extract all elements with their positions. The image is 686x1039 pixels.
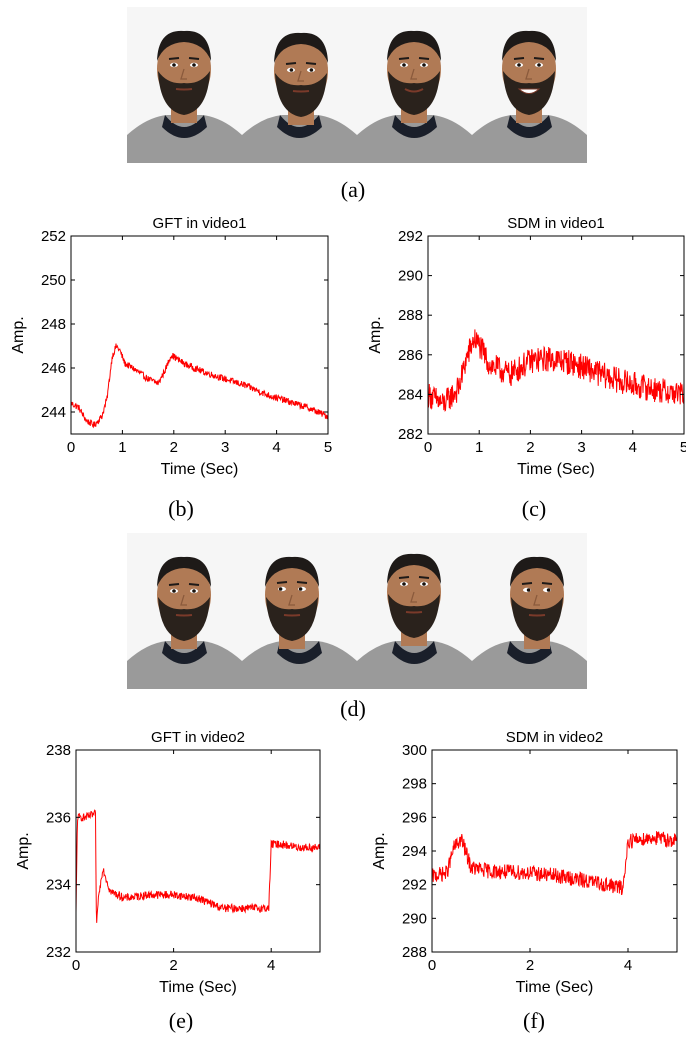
chart-b-svg: 0 1 2 3 4 5 244 246 248 250 252 GFT in video1 Time (… xyxy=(10,215,332,478)
chart-title-b: GFT in video1 xyxy=(153,215,247,232)
y-tick-label: 290 xyxy=(398,268,423,285)
y-axis-label-f: Amp. xyxy=(371,832,388,869)
y-tick-label: 288 xyxy=(402,944,427,961)
x-tick-label: 3 xyxy=(577,439,585,456)
axes-box-e xyxy=(75,749,321,953)
x-axis-label-e: Time (Sec) xyxy=(159,979,237,996)
y-axis-label-b: Amp. xyxy=(10,316,27,353)
y-tick-label: 300 xyxy=(402,742,427,759)
x-tick-label: 2 xyxy=(170,439,178,456)
y-tick-label: 292 xyxy=(398,228,423,245)
face-photo-2-4 xyxy=(472,533,587,689)
chart-c-svg: 0 1 2 3 4 5 282 284 286 288 290 292 SDM in video1 Tim… xyxy=(367,215,686,478)
y-axis-label-c: Amp. xyxy=(367,316,384,353)
y-tick-label: 238 xyxy=(46,742,71,759)
face-slight-smile xyxy=(357,7,472,163)
axes-box-f xyxy=(431,749,678,953)
y-axis-label-e: Amp. xyxy=(15,832,32,869)
y-tick-label: 282 xyxy=(398,426,423,443)
x-tick-label: 2 xyxy=(169,957,177,974)
x-tick-label: 0 xyxy=(428,957,436,974)
x-tick-label: 4 xyxy=(272,439,280,456)
x-tick-label: 5 xyxy=(324,439,332,456)
x-tick-label: 1 xyxy=(118,439,126,456)
y-tick-label: 294 xyxy=(402,843,427,860)
face-looking-down xyxy=(242,7,357,163)
face-photo-1-2 xyxy=(242,7,357,163)
face-photo-1-1 xyxy=(127,7,242,163)
series-line-b xyxy=(70,343,329,429)
face-photo-1-4 xyxy=(472,7,587,163)
x-tick-label: 4 xyxy=(267,957,275,974)
y-tick-label: 288 xyxy=(398,307,423,324)
y-tick-label: 248 xyxy=(41,316,66,333)
caption-e: (e) xyxy=(168,1008,194,1033)
x-tick-label: 4 xyxy=(624,957,632,974)
caption-b: (b) xyxy=(168,496,194,521)
face-frontal-neutral xyxy=(127,7,242,163)
y-tick-label: 292 xyxy=(402,877,427,894)
y-tick-label: 250 xyxy=(41,272,66,289)
y-tick-label: 298 xyxy=(402,776,427,793)
caption-a: (a) xyxy=(340,177,366,202)
series-line-e xyxy=(75,809,321,923)
x-tick-label: 2 xyxy=(526,957,534,974)
face-photo-2-2 xyxy=(242,533,357,689)
y-tick-label: 234 xyxy=(46,877,71,894)
x-tick-label: 2 xyxy=(526,439,534,456)
chart-title-f: SDM in video2 xyxy=(506,729,604,746)
y-tick-label: 296 xyxy=(402,809,427,826)
plot-b: 0 1 2 3 4 5 244 246 248 250 252 GFT in video1 Time (… xyxy=(0,208,343,498)
y-tick-label: 252 xyxy=(41,228,66,245)
face-photo-2-3 xyxy=(357,533,472,689)
x-tick-label: 5 xyxy=(680,439,686,456)
plot-e: 0 2 4 232 234 236 238 GFT in video2 Time (Sec) Am… xyxy=(0,724,343,1006)
x-tick-label: 3 xyxy=(221,439,229,456)
series-line-c xyxy=(427,329,685,412)
x-axis-label-c: Time (Sec) xyxy=(517,461,595,478)
caption-c: (c) xyxy=(521,496,547,521)
x-tick-label: 4 xyxy=(629,439,637,456)
series-line-f xyxy=(431,831,678,896)
x-tick-label: 1 xyxy=(475,439,483,456)
caption-d: (d) xyxy=(340,696,366,721)
face-photo-2-1 xyxy=(127,533,242,689)
plot-f: 0 2 4 288 290 292 294 296 298 300 SDM in video2 Tim… xyxy=(343,724,686,1006)
plot-c: 0 1 2 3 4 5 282 284 286 288 290 292 SDM in video1 Tim… xyxy=(343,208,686,498)
x-tick-label: 0 xyxy=(72,957,80,974)
face-looking-up xyxy=(357,533,472,689)
y-tick-label: 236 xyxy=(46,809,71,826)
face-photo-1-3 xyxy=(357,7,472,163)
face-turn-right xyxy=(472,533,587,689)
chart-title-c: SDM in video1 xyxy=(507,215,605,232)
y-tick-label: 244 xyxy=(41,404,66,421)
y-tick-label: 290 xyxy=(402,910,427,927)
face-frontal xyxy=(127,533,242,689)
x-tick-label: 0 xyxy=(67,439,75,456)
axes-box-b xyxy=(70,235,329,435)
chart-f-svg: 0 2 4 288 290 292 294 296 298 300 SDM in video2 Tim… xyxy=(371,729,678,996)
chart-e-svg: 0 2 4 232 234 236 238 GFT in video2 Time (Sec) Am… xyxy=(15,729,321,996)
y-tick-label: 232 xyxy=(46,944,71,961)
y-tick-label: 286 xyxy=(398,347,423,364)
face-broad-smile xyxy=(472,7,587,163)
axes-box-c xyxy=(427,235,685,435)
chart-title-e: GFT in video2 xyxy=(151,729,245,746)
y-tick-label: 284 xyxy=(398,386,423,403)
x-axis-label-b: Time (Sec) xyxy=(161,461,239,478)
face-turn-left xyxy=(242,533,357,689)
x-tick-label: 0 xyxy=(424,439,432,456)
y-tick-label: 246 xyxy=(41,360,66,377)
caption-f: (f) xyxy=(523,1008,545,1033)
x-axis-label-f: Time (Sec) xyxy=(516,979,594,996)
